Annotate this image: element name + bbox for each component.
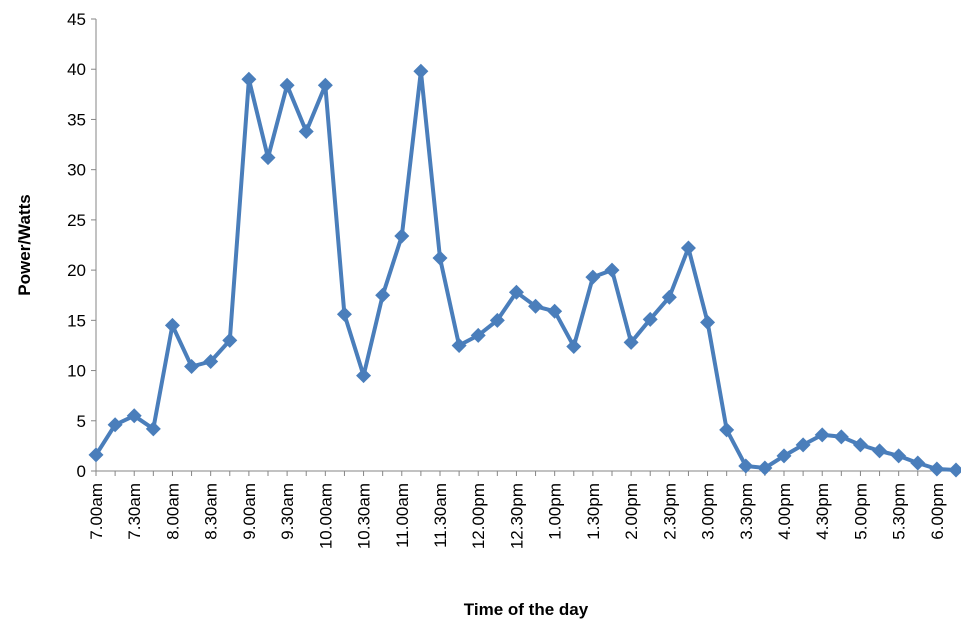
y-tick-label: 25 bbox=[67, 211, 86, 230]
data-point-marker bbox=[413, 63, 429, 79]
data-point-marker bbox=[432, 250, 448, 266]
data-point-marker bbox=[317, 77, 333, 93]
data-point-marker bbox=[470, 327, 486, 343]
x-tick-label: 5.30pm bbox=[890, 483, 909, 540]
x-tick-label: 9.00am bbox=[240, 483, 259, 540]
data-point-marker bbox=[585, 269, 601, 285]
data-point-marker bbox=[508, 284, 524, 300]
x-axis: 7.00am 7.30am 8.00am 8.30am 9.00am 9.30am 10.0… bbox=[87, 470, 957, 549]
data-point-marker bbox=[700, 314, 716, 330]
data-point-marker bbox=[910, 455, 926, 471]
x-tick-label: 8.00am bbox=[163, 483, 182, 540]
y-tick-group: 0 5 10 15 20 25 30 35 40 45 bbox=[67, 10, 96, 481]
data-point-marker bbox=[489, 312, 505, 328]
data-point-marker bbox=[375, 287, 391, 303]
x-tick-label: 4.00pm bbox=[775, 483, 794, 540]
y-axis: 0 5 10 15 20 25 30 35 40 45 bbox=[67, 10, 97, 481]
data-point-marker bbox=[680, 240, 696, 256]
data-point-marker bbox=[604, 262, 620, 278]
x-tick-label: 6.00pm bbox=[928, 483, 947, 540]
y-tick-label: 20 bbox=[67, 261, 86, 280]
x-tick-label: 12.00pm bbox=[469, 483, 488, 549]
series-group bbox=[88, 63, 961, 478]
data-point-marker bbox=[872, 443, 888, 459]
y-tick-label: 15 bbox=[67, 311, 86, 330]
x-tick-label: 10.00am bbox=[316, 483, 335, 549]
series-line bbox=[94, 69, 957, 472]
data-point-marker bbox=[642, 311, 658, 327]
data-point-marker bbox=[203, 354, 219, 370]
x-tick-group: 7.00am 7.30am 8.00am 8.30am 9.00am 9.30am 10.0… bbox=[87, 471, 957, 549]
x-tick-label: 11.00am bbox=[393, 483, 412, 548]
x-tick-label: 1.00pm bbox=[546, 483, 565, 540]
data-point-marker bbox=[661, 289, 677, 305]
x-tick-label: 8.30am bbox=[202, 483, 221, 540]
data-point-marker bbox=[107, 417, 123, 433]
data-point-marker bbox=[88, 447, 104, 463]
x-tick-label: 2.30pm bbox=[660, 483, 679, 540]
x-tick-label: 3.30pm bbox=[737, 483, 756, 540]
data-point-marker bbox=[566, 338, 582, 354]
data-point-marker bbox=[298, 123, 314, 139]
data-point-marker bbox=[241, 71, 257, 87]
data-point-marker bbox=[451, 337, 467, 353]
x-tick-label: 5.00pm bbox=[851, 483, 870, 540]
x-tick-label: 9.30am bbox=[278, 483, 297, 540]
data-point-marker bbox=[356, 368, 372, 384]
y-tick-label: 45 bbox=[67, 10, 86, 29]
data-point-marker bbox=[222, 332, 238, 348]
data-point-marker bbox=[126, 408, 142, 424]
data-point-marker bbox=[336, 306, 352, 322]
data-point-marker bbox=[948, 462, 961, 478]
x-tick-label: 10.30am bbox=[355, 483, 374, 549]
x-tick-label: 7.30am bbox=[125, 483, 144, 540]
data-point-marker bbox=[164, 317, 180, 333]
data-point-marker bbox=[776, 448, 792, 464]
data-point-marker bbox=[738, 458, 754, 474]
data-point-marker bbox=[852, 437, 868, 453]
data-point-marker bbox=[757, 460, 773, 476]
x-tick-label: 3.00pm bbox=[699, 483, 718, 540]
data-point-marker bbox=[260, 150, 276, 166]
x-tick-label: 4.30pm bbox=[813, 483, 832, 540]
y-tick-label: 35 bbox=[67, 110, 86, 129]
data-point-marker bbox=[184, 359, 200, 375]
y-tick-label: 10 bbox=[67, 362, 86, 381]
x-tick-label: 1.30pm bbox=[584, 483, 603, 540]
y-tick-label: 0 bbox=[77, 462, 86, 481]
data-point-marker bbox=[145, 421, 161, 437]
data-point-marker bbox=[719, 422, 735, 438]
data-point-marker bbox=[795, 437, 811, 453]
data-point-marker bbox=[528, 298, 544, 314]
x-tick-label: 7.00am bbox=[87, 483, 106, 540]
x-tick-label: 12.30pm bbox=[507, 483, 526, 549]
y-tick-label: 5 bbox=[77, 412, 86, 431]
data-point-marker bbox=[279, 77, 295, 93]
data-point-marker bbox=[547, 303, 563, 319]
y-axis-title: Power/Watts bbox=[15, 194, 34, 295]
data-point-marker bbox=[814, 427, 830, 443]
x-tick-label: 2.00pm bbox=[622, 483, 641, 540]
x-tick-label: 11.30am bbox=[431, 483, 450, 548]
data-point-marker bbox=[929, 461, 945, 477]
data-point-marker bbox=[623, 334, 639, 350]
y-tick-label: 30 bbox=[67, 161, 86, 180]
data-point-marker bbox=[891, 448, 907, 464]
x-axis-title: Time of the day bbox=[464, 600, 589, 619]
data-point-marker bbox=[833, 429, 849, 445]
data-point-marker bbox=[394, 228, 410, 244]
y-tick-label: 40 bbox=[67, 60, 86, 79]
